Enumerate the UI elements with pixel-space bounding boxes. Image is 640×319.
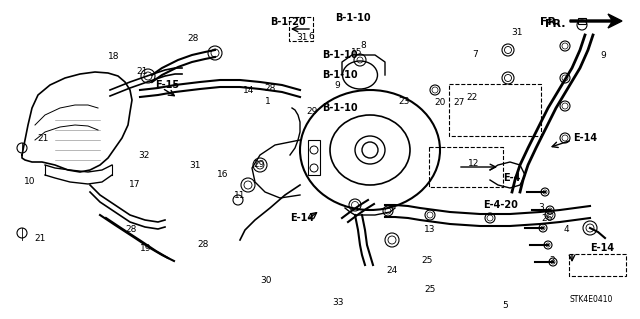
Text: 19: 19 [140,244,152,253]
Text: 16: 16 [217,170,228,179]
Text: E-15: E-15 [155,80,179,90]
Text: 33: 33 [332,298,344,307]
Text: B-1-10: B-1-10 [322,103,358,113]
Text: 4: 4 [564,225,569,234]
Text: 9: 9 [335,81,340,90]
Text: 27: 27 [454,98,465,107]
Text: 28: 28 [264,84,276,93]
Text: E-14: E-14 [290,213,314,223]
Text: 30: 30 [260,276,271,285]
Text: 28: 28 [198,240,209,249]
Text: 28: 28 [188,34,199,43]
Text: 25: 25 [422,256,433,265]
Text: 17: 17 [129,180,140,189]
Text: 13: 13 [424,225,436,234]
Text: 26: 26 [541,214,553,223]
Bar [578,18,586,24]
Text: 28: 28 [125,225,137,234]
Bar [308,140,320,175]
Text: 6: 6 [309,32,314,41]
Text: E-14: E-14 [573,133,597,143]
Text: E-4-20: E-4-20 [483,200,518,210]
Text: 32: 32 [138,151,150,160]
Text: 31: 31 [511,28,523,37]
Text: 1: 1 [265,97,270,106]
Text: B-1-20: B-1-20 [270,17,306,27]
Text: 15: 15 [351,48,363,57]
Text: 21: 21 [136,67,148,76]
Text: 2: 2 [549,256,554,265]
Text: 25: 25 [424,285,436,294]
Text: STK4E0410: STK4E0410 [570,295,613,305]
Text: E-4: E-4 [503,173,520,183]
Text: B-1-10: B-1-10 [322,50,358,60]
Text: 12: 12 [468,159,479,168]
Text: 22: 22 [467,93,478,102]
Text: 29: 29 [253,160,265,169]
Text: 31: 31 [189,161,201,170]
Text: 21: 21 [38,134,49,143]
Polygon shape [570,14,622,28]
Text: 23: 23 [399,97,410,106]
Text: E-14: E-14 [590,243,614,253]
Text: B-1-10: B-1-10 [335,13,371,23]
Text: 29: 29 [307,107,318,115]
Text: 9: 9 [600,51,605,60]
Text: 3: 3 [538,204,543,212]
Text: 18: 18 [108,52,120,61]
Text: 31: 31 [296,33,308,42]
Text: 7: 7 [472,50,477,59]
Text: 21: 21 [34,234,45,243]
Text: 10: 10 [24,177,36,186]
Text: FR.: FR. [545,19,566,29]
Text: 24: 24 [386,266,397,275]
Text: FR.: FR. [540,17,561,27]
Text: 14: 14 [243,86,254,95]
Text: 11: 11 [234,191,246,200]
Text: B-1-10: B-1-10 [322,70,358,80]
Text: 8: 8 [361,41,366,50]
Text: 5: 5 [503,301,508,310]
Text: 20: 20 [435,98,446,107]
